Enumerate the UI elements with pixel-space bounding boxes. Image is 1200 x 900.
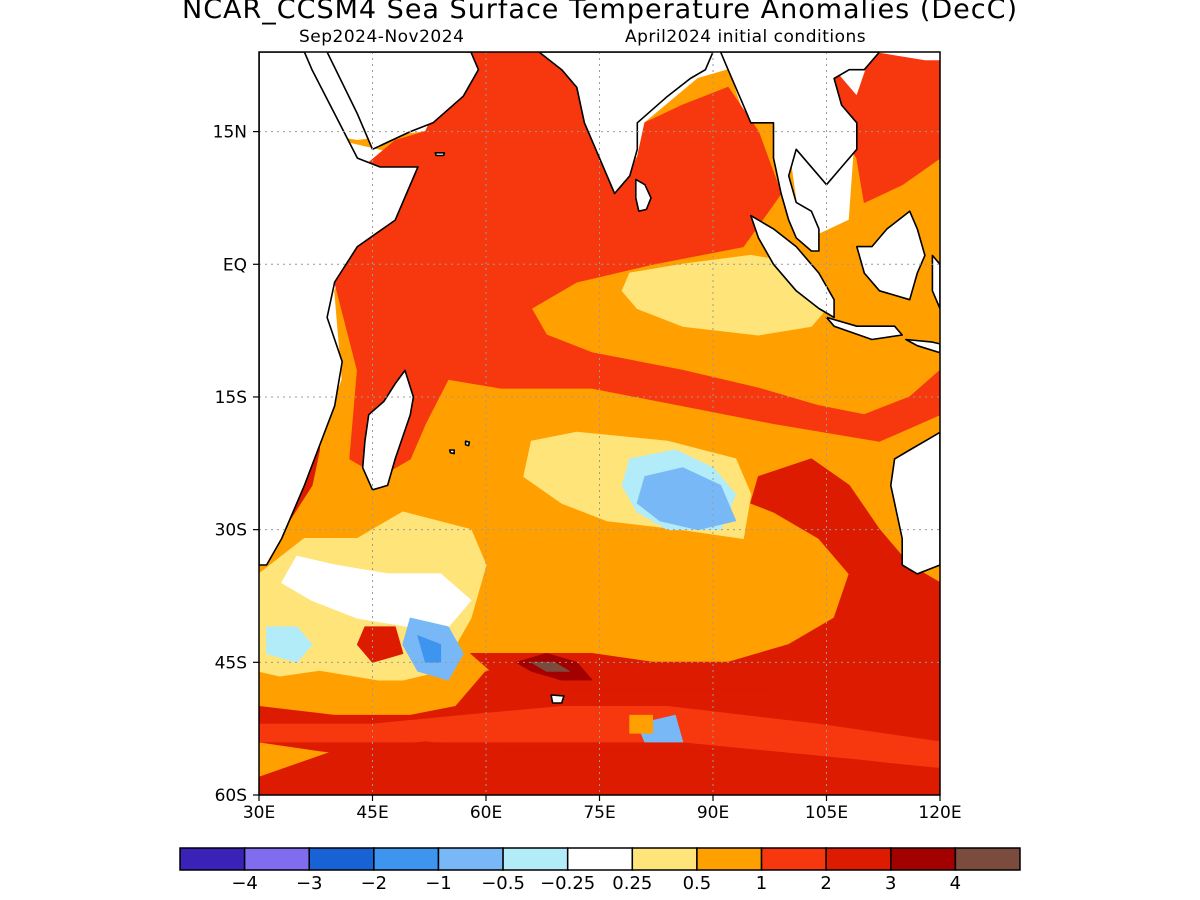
land-india [538,52,714,195]
land-sulawesi [931,254,940,310]
colorbar-swatch [954,847,1021,871]
lat-tick-label: 15S [215,388,247,408]
lon-tick-label: 105E [805,803,848,823]
colorbar-swatch [179,847,246,871]
colorbar-label: −0.5 [481,873,525,894]
land-madagascar [361,369,415,491]
contour-region-southwest-blue-left [266,626,313,663]
colorbar-swatch [243,847,310,871]
colorbar-label: −2 [361,873,388,894]
lat-tick-label: 30S [215,521,247,541]
colorbar-label: 4 [950,873,961,894]
chart-title: NCAR_CCSM4 Sea Surface Temperature Anoma… [182,0,1018,25]
colorbar-label: 0.5 [683,873,712,894]
axis-ticks: 30E 45E 60E 75E 90E 105E 120E 15N EQ 15S 30S 45S 60S [213,123,962,823]
land-mauritius [464,440,471,447]
contour-region-kerguelen-peak [530,661,570,672]
lon-tick-label: 45E [356,803,388,823]
land-arabia [326,52,480,151]
colorbar-label: 3 [885,873,896,894]
land-lesser-sunda [905,338,940,354]
land-africa [259,52,419,566]
contour-region-south-yellow-spot [629,714,653,734]
contour-region-southeast-warm-sector [259,458,940,795]
land-java [825,316,904,341]
contour-region-southern-red-stripe [259,741,940,795]
contour-region-subtropical-south-blue-core [636,467,737,531]
land-mask [259,52,940,704]
contour-region-west-warm-small [356,626,404,663]
colorbar-swatch [502,847,569,871]
lon-tick-label: 60E [470,803,502,823]
colorbar-label: −3 [296,873,323,894]
lat-tick-label: 60S [215,786,247,806]
colorbar-swatch [890,847,957,871]
land-kerguelen [550,694,565,704]
land-sumatra [749,214,835,319]
colorbar-label: 1 [756,873,767,894]
contour-region-equatorial-east-cool [621,254,835,336]
lon-tick-label: 30E [243,803,275,823]
land-australia [889,431,940,575]
lon-tick-label: 120E [918,803,961,823]
colorbar-swatch [308,847,375,871]
land-socotra [434,152,446,157]
colorbar-label: −1 [425,873,452,894]
colorbar-label: −0.25 [540,873,595,894]
lat-tick-label: EQ [223,255,247,275]
colorbar-swatch [696,847,763,871]
land-reunion [448,449,456,455]
lat-tick-label: 45S [215,653,247,673]
lon-tick-label: 75E [583,803,615,823]
colorbar-swatch [437,847,504,871]
colorbar-swatch [373,847,440,871]
colorbar-label: −4 [231,873,258,894]
land-sri-lanka [634,178,652,212]
land-borneo [855,210,926,301]
lat-lon-grid [259,52,940,795]
contour-region-east-yellow-patch [757,529,805,566]
colorbar: −4 −3 −2 −1 −0.5 −0.25 0.25 0.5 1 2 3 4 [179,847,1021,894]
colorbar-swatch [631,847,698,871]
lat-tick-label: 15N [213,123,247,143]
colorbar-label: 2 [820,873,831,894]
land-indochina [719,52,881,252]
colorbar-label: 0.25 [612,873,652,894]
colorbar-swatch [760,847,827,871]
colorbar-swatch [566,847,634,871]
initial-conditions-subtitle: April2024 initial conditions [625,27,867,47]
lon-tick-label: 90E [697,803,729,823]
forecast-period-subtitle: Sep2024-Nov2024 [299,27,465,47]
colorbar-swatch [825,847,892,871]
